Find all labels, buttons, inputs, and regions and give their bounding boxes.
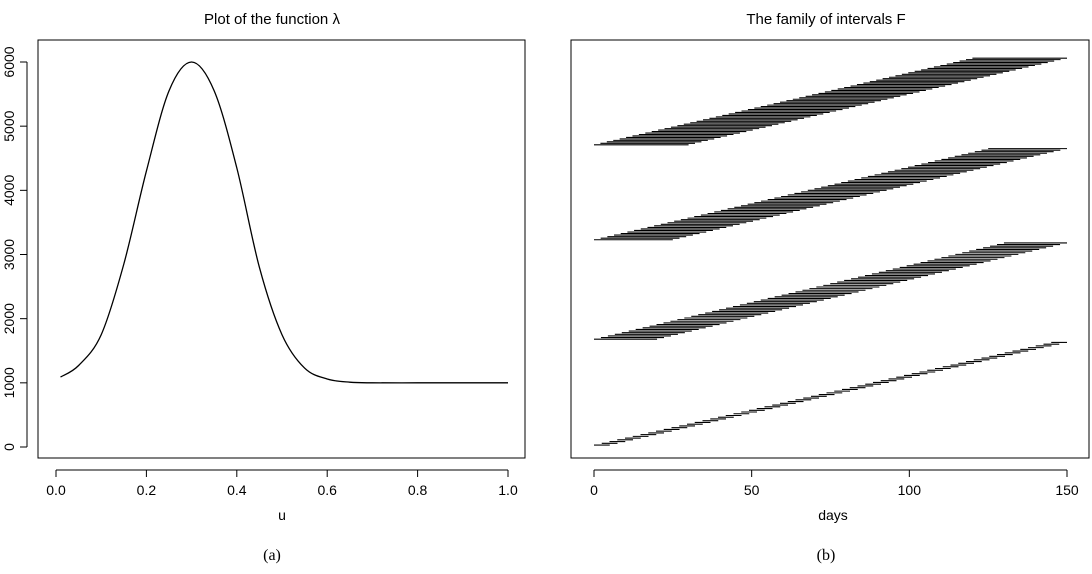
y-axis-a: 0 1000 2000 3000 4000 5000 6000 <box>1 46 28 451</box>
chart-title-a: Plot of the function λ <box>204 11 340 28</box>
x-tick-label-a: 0.8 <box>408 482 428 498</box>
x-tick-label-b: 150 <box>1055 482 1079 498</box>
y-tick-label-a: 2000 <box>1 303 17 334</box>
x-tick-label-a: 0.2 <box>137 482 157 498</box>
y-tick-label-a: 1000 <box>1 367 17 398</box>
x-tick-label-a: 0.4 <box>227 482 247 498</box>
lambda-curve <box>60 61 508 384</box>
x-axis-label-b: days <box>818 507 848 523</box>
x-tick-label-a: 1.0 <box>498 482 518 498</box>
y-tick-label-a: 0 <box>1 443 17 451</box>
plot-frame-b <box>570 39 1090 459</box>
chart-title-b: The family of intervals F <box>746 11 905 28</box>
interval-lines <box>594 57 1067 446</box>
x-tick-label-a: 0.0 <box>46 482 66 498</box>
y-tick-label-a: 6000 <box>1 46 17 77</box>
x-tick-label-b: 100 <box>898 482 922 498</box>
panel-b: The family of intervals F 0 50 100 150 days… <box>570 11 1090 564</box>
x-tick-label-b: 50 <box>744 482 760 498</box>
x-tick-label-a: 0.6 <box>317 482 337 498</box>
panel-a: Plot of the function λ 0 1000 2000 3000 4000… <box>1 11 526 564</box>
x-axis-a: 0.0 0.2 0.4 0.6 0.8 1.0 <box>46 469 518 498</box>
caption-a: (a) <box>263 547 281 564</box>
caption-b: (b) <box>817 547 836 564</box>
plot-frame-a <box>37 39 526 459</box>
y-tick-label-a: 4000 <box>1 175 17 206</box>
y-tick-label-a: 5000 <box>1 110 17 141</box>
x-axis-b: 0 50 100 150 <box>590 469 1079 498</box>
x-tick-label-b: 0 <box>590 482 598 498</box>
x-axis-label-a: u <box>278 507 286 523</box>
y-tick-label-a: 3000 <box>1 239 17 270</box>
